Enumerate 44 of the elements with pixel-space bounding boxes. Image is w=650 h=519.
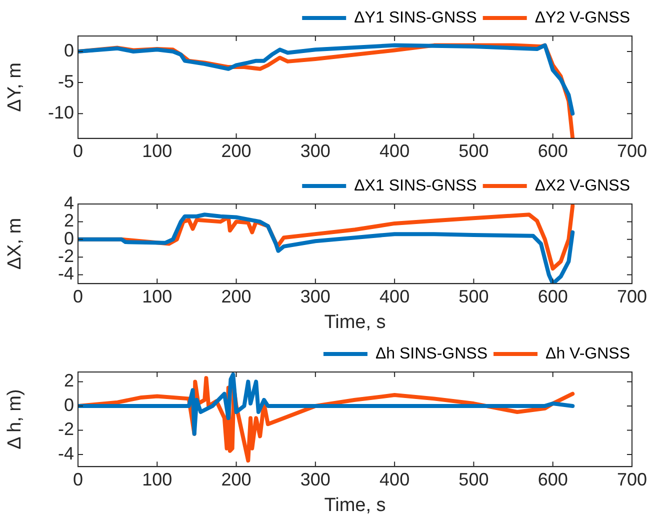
y-tick-label: 0	[64, 394, 74, 415]
x-tick-label: 200	[221, 469, 252, 490]
x-axis-title: Time, s	[324, 494, 386, 516]
y-tick-label: -4	[58, 264, 74, 284]
legend-label: Δh SINS-GNSS	[375, 345, 488, 362]
y-tick-label: 0	[64, 228, 74, 248]
x-tick-label: 700	[616, 469, 648, 490]
x-tick-label: 500	[458, 469, 489, 490]
x-tick-label: 700	[616, 286, 648, 306]
y-tick-label: 4	[64, 192, 74, 213]
y-tick-label: -4	[58, 443, 74, 464]
legend-label: ΔX2 V-GNSS	[534, 177, 630, 194]
y-axis-title: Δ h, m)	[4, 389, 26, 450]
x-tick-label: 200	[221, 141, 252, 162]
y-tick-label: 2	[64, 210, 74, 231]
x-tick-label: 100	[142, 286, 172, 306]
x-tick-label: 500	[458, 141, 489, 162]
x-tick-label: 700	[616, 141, 648, 162]
x-tick-label: 600	[538, 286, 568, 306]
y-tick-label: -10	[48, 102, 74, 123]
legend-label: ΔY1 SINS-GNSS	[354, 9, 477, 26]
y-tick-label: 2	[64, 370, 74, 391]
x-tick-label: 400	[380, 141, 410, 162]
x-axis-title: Time, s	[324, 312, 386, 333]
x-tick-label: 300	[300, 469, 330, 490]
x-tick-label: 200	[221, 286, 252, 306]
y-tick-label: -2	[58, 419, 74, 440]
x-tick-label: 400	[380, 469, 410, 490]
legend-label: Δh V-GNSS	[546, 345, 630, 362]
x-tick-label: 300	[300, 141, 330, 162]
x-tick-label: 300	[300, 286, 330, 306]
y-tick-label: -2	[58, 246, 74, 266]
legend-label: ΔY2 V-GNSS	[534, 9, 630, 26]
x-tick-label: 600	[538, 469, 568, 490]
x-tick-label: 100	[142, 469, 172, 490]
x-tick-label: 100	[142, 141, 172, 162]
y-tick-label: 0	[64, 40, 74, 60]
x-tick-label: 600	[538, 141, 568, 162]
y-tick-label: -5	[58, 72, 74, 92]
y-axis-title: ΔX, m	[4, 218, 26, 270]
x-tick-label: 500	[458, 286, 489, 306]
legend-label: ΔX1 SINS-GNSS	[354, 177, 477, 194]
x-tick-label: 400	[380, 286, 410, 306]
y-axis-title: ΔY, m	[4, 62, 26, 112]
